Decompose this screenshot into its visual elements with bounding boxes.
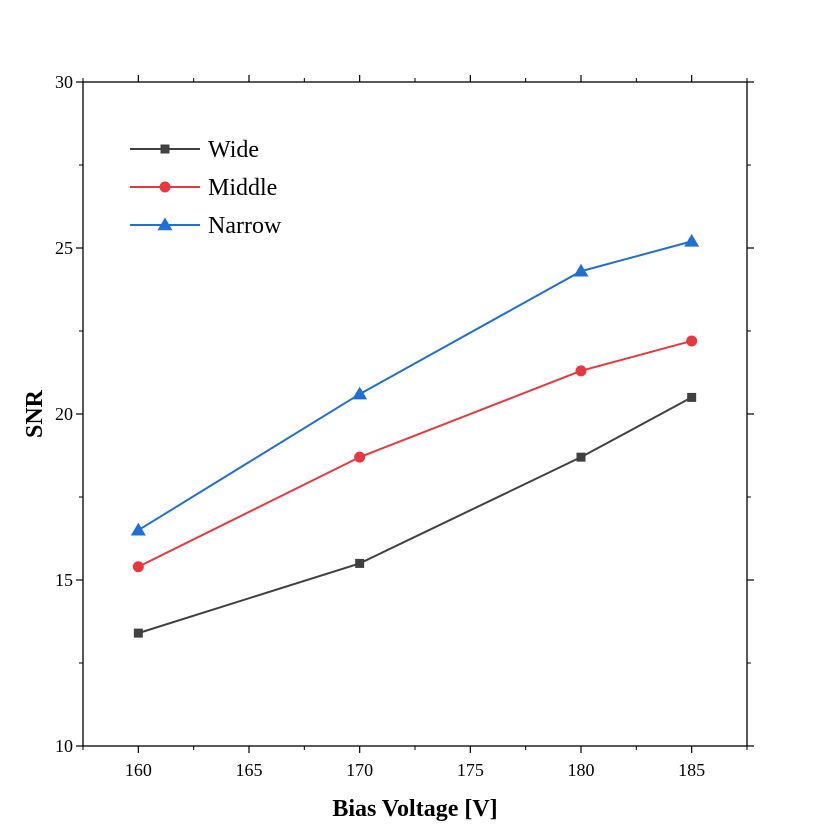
legend-label-wide: Wide — [208, 137, 259, 163]
data-point-narrow — [684, 233, 700, 247]
x-tick-label: 180 — [568, 760, 595, 780]
x-tick-label: 170 — [346, 760, 373, 780]
data-point-middle — [686, 335, 698, 347]
data-point-narrow — [573, 263, 589, 277]
data-point-narrow — [130, 522, 146, 536]
legend-label-narrow: Narrow — [208, 213, 282, 239]
data-point-wide — [355, 558, 365, 568]
x-axis-title: Bias Voltage [V] — [332, 796, 497, 822]
x-tick-label: 165 — [236, 760, 263, 780]
data-point-middle — [132, 561, 144, 573]
data-point-middle — [575, 365, 587, 377]
x-tick-label: 185 — [678, 760, 705, 780]
data-point-middle — [354, 451, 366, 463]
legend-marker-middle — [159, 181, 171, 193]
y-tick-label: 15 — [55, 570, 73, 590]
data-point-wide — [687, 392, 697, 402]
y-tick-label: 20 — [55, 404, 73, 424]
data-point-wide — [133, 628, 143, 638]
plot-frame — [82, 81, 748, 747]
legend-label-middle: Middle — [208, 175, 277, 201]
legend-marker-narrow — [157, 217, 173, 231]
series-line-narrow — [137, 240, 692, 532]
x-tick-label: 160 — [125, 760, 152, 780]
y-tick-label: 25 — [55, 238, 73, 258]
y-axis-title: SNR — [22, 389, 48, 438]
series-line-middle — [137, 339, 692, 568]
series-line-wide — [138, 396, 693, 635]
data-point-narrow — [352, 386, 368, 400]
y-tick-label: 10 — [55, 736, 73, 756]
legend-marker-wide — [160, 144, 170, 154]
data-point-wide — [576, 452, 586, 462]
x-tick-label: 175 — [457, 760, 484, 780]
y-tick-label: 30 — [55, 72, 73, 92]
